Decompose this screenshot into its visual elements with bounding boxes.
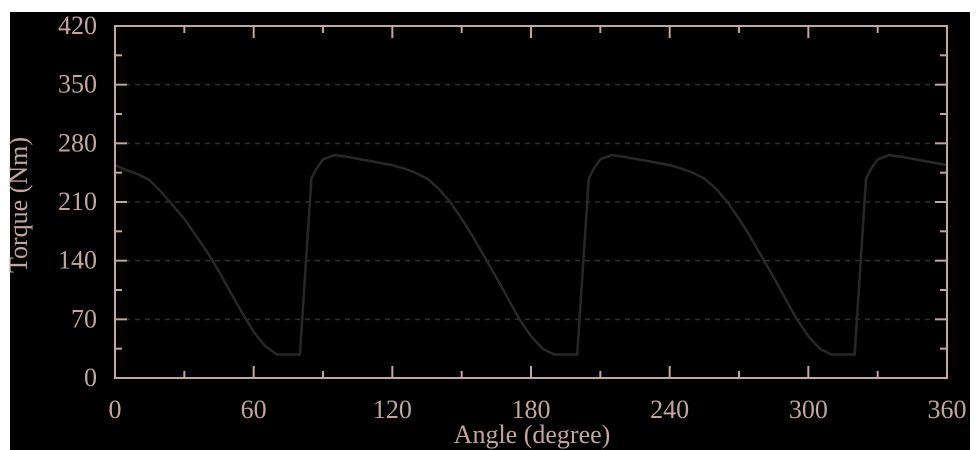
x-tick-label: 240 — [650, 395, 689, 424]
y-tick-label: 420 — [58, 11, 97, 40]
tick-marks — [114, 25, 948, 379]
x-tick-label: 0 — [109, 395, 122, 424]
x-tick-label: 180 — [512, 395, 551, 424]
x-axis-title: Angle (degree) — [454, 420, 611, 449]
x-tick-label: 120 — [373, 395, 412, 424]
y-tick-label: 140 — [58, 246, 97, 275]
grid-lines — [115, 83, 947, 321]
x-tick-label: 300 — [789, 395, 828, 424]
y-axis-title: Torque (Nm) — [4, 137, 33, 273]
y-tick-label: 350 — [58, 70, 97, 99]
tick-labels: 0 60 120 180 240 300 360 0 70 140 210 280 350 420 — [58, 11, 967, 424]
y-tick-label: 210 — [58, 187, 97, 216]
chart-background — [10, 12, 970, 450]
series-line-0 — [114, 153, 948, 356]
series-lines — [114, 153, 948, 356]
x-tick-label: 60 — [241, 395, 267, 424]
y-tick-label: 0 — [84, 363, 97, 392]
y-tick-label: 70 — [71, 304, 97, 333]
y-tick-label: 280 — [58, 128, 97, 157]
x-tick-label: 360 — [928, 395, 967, 424]
